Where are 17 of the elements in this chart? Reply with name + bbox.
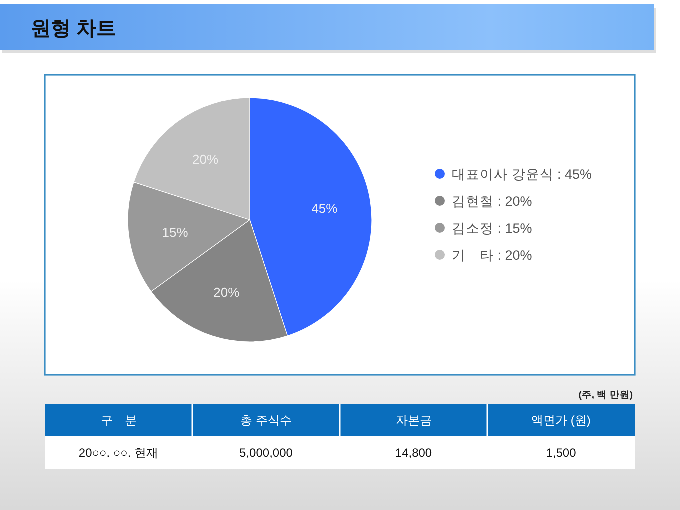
- category-label: 총 주식수: [240, 414, 292, 428]
- category-label: 자본금: [396, 414, 432, 428]
- text: (주, 백 만원): [578, 390, 633, 401]
- legend-label: 기 타 : 20%: [452, 248, 532, 263]
- data-label: 15%: [162, 224, 189, 240]
- text: 5,000,000: [240, 446, 293, 460]
- data-label: 45%: [312, 201, 338, 216]
- text: 1,500: [546, 446, 576, 460]
- data-label: 20%: [214, 284, 240, 300]
- legend-label: 대표이사 강윤식 : 45%: [452, 167, 592, 182]
- category-label: 액면가 (원): [532, 414, 591, 428]
- chart-title: 원형 차트: [31, 18, 117, 40]
- legend-label: 김소정 : 15%: [452, 221, 532, 236]
- text: 20○○. ○○. 현재: [78, 446, 159, 460]
- legend-label: 김현철 : 20%: [452, 194, 532, 209]
- category-label: 구 분: [100, 414, 137, 428]
- text: 14,800: [395, 446, 432, 460]
